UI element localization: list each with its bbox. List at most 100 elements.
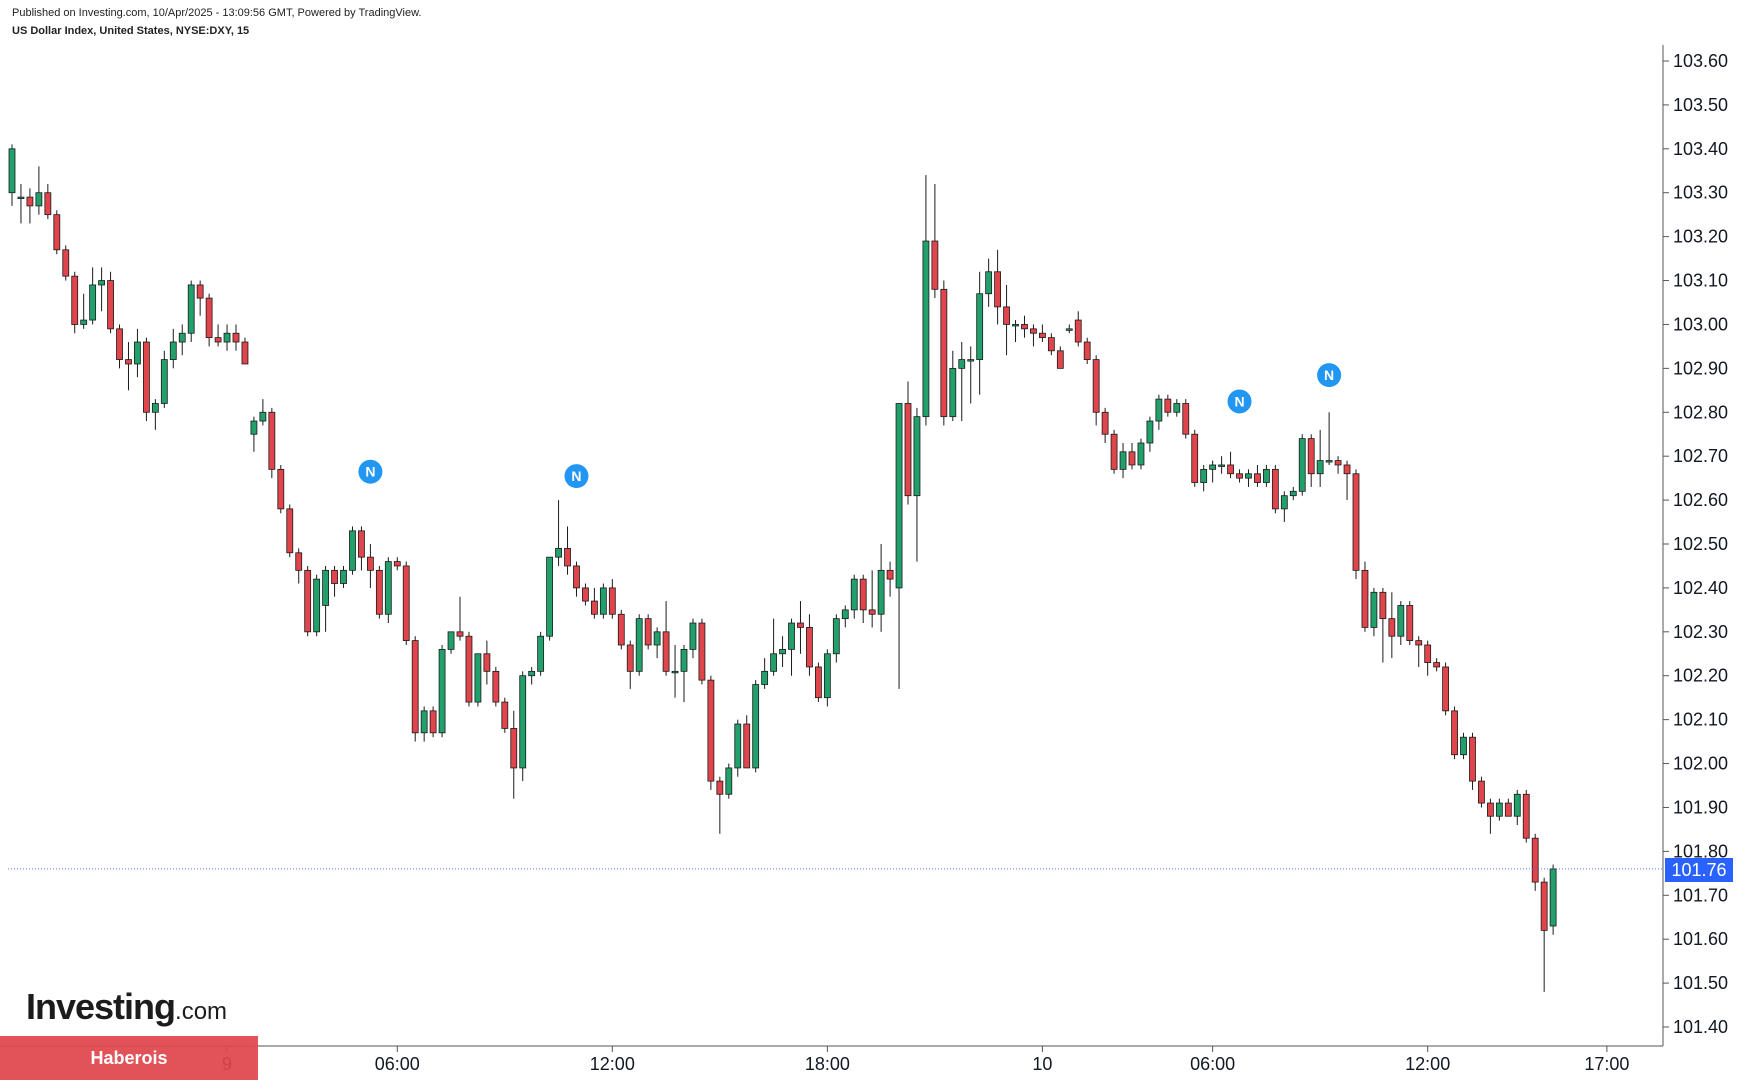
candle-body [1155, 398, 1163, 422]
candle [1504, 798, 1512, 817]
candle [17, 183, 25, 224]
news-marker[interactable]: N [564, 464, 589, 489]
candle [1316, 429, 1324, 487]
price-tick-label: 102.60 [1673, 490, 1728, 510]
candle [1334, 456, 1342, 474]
candle-body [35, 192, 43, 207]
candle [1030, 324, 1037, 347]
candle [286, 504, 294, 558]
candle [707, 675, 715, 790]
candle-body [1110, 433, 1118, 470]
candle-body [725, 767, 733, 795]
candle-body [1254, 473, 1261, 483]
candle [1522, 789, 1530, 843]
candle [832, 614, 840, 663]
candle-body [591, 600, 598, 615]
candle-body [125, 359, 132, 365]
candle [71, 271, 79, 334]
candle-body [599, 587, 607, 615]
candle-body [537, 635, 545, 672]
candle [815, 662, 822, 703]
candle-body [26, 196, 34, 207]
candle [985, 258, 993, 307]
candle [134, 328, 141, 378]
candle-body [384, 561, 392, 615]
candle-body [949, 367, 957, 418]
candle-body [1271, 468, 1279, 510]
candle-body [1003, 306, 1010, 325]
candle [1155, 394, 1163, 430]
candle [331, 565, 338, 597]
candle-body [877, 569, 885, 615]
candle-body [1469, 736, 1476, 782]
price-tick-label: 101.90 [1673, 797, 1728, 817]
candle [671, 644, 679, 698]
news-marker[interactable]: N [1227, 389, 1252, 414]
candle-body [1343, 464, 1351, 475]
investing-logo: Investing.com [26, 986, 227, 1028]
candle [904, 381, 912, 505]
candle-body [1137, 442, 1145, 466]
price-tick-label: 101.50 [1673, 973, 1728, 993]
candle-body [806, 627, 813, 668]
candle-body [797, 622, 804, 628]
candle [931, 183, 939, 299]
candles-layer [8, 144, 1557, 992]
candle [752, 680, 760, 773]
candle [1370, 587, 1378, 637]
candle-body [644, 618, 652, 646]
candle [1307, 434, 1315, 487]
candle [1065, 324, 1073, 334]
candle [1451, 706, 1458, 760]
candle [1397, 601, 1405, 645]
candle-body [1495, 802, 1503, 817]
candle [626, 640, 634, 689]
price-tick-label: 103.20 [1673, 227, 1728, 247]
candle [384, 557, 392, 624]
candle [411, 636, 419, 742]
price-tick-label: 101.80 [1673, 841, 1728, 861]
candle-body [8, 148, 16, 194]
candle [232, 324, 240, 351]
candle-body [1236, 473, 1243, 479]
candle-body [886, 569, 894, 580]
candle-body [259, 411, 267, 422]
candle [438, 644, 446, 738]
news-marker-circle[interactable] [358, 459, 383, 484]
news-marker-circle[interactable] [564, 464, 589, 489]
news-marker[interactable]: N [1317, 363, 1342, 388]
candle [241, 337, 249, 365]
news-marker-circle[interactable] [1227, 389, 1252, 414]
candle-body [1406, 605, 1414, 641]
candle-body [913, 416, 921, 497]
candle [850, 574, 858, 619]
candle [1271, 464, 1279, 514]
candle-body [761, 670, 769, 685]
candle [295, 548, 303, 584]
candle [886, 561, 894, 597]
news-marker-circle[interactable] [1317, 363, 1342, 388]
candle [653, 627, 661, 659]
candle [823, 649, 831, 707]
candle-body [53, 214, 61, 251]
candle [1513, 789, 1521, 826]
candle-body [1289, 490, 1297, 497]
candle-body [268, 411, 276, 470]
candle [895, 403, 903, 689]
candle [725, 763, 733, 799]
candle-body [1056, 350, 1064, 369]
candle-body [349, 530, 356, 571]
candle [1236, 469, 1243, 483]
news-marker[interactable]: N [358, 459, 383, 484]
candle-body [707, 679, 715, 782]
price-axis[interactable]: 103.60 103.50 103.40 103.30 103.20 103.10 103.… [1663, 51, 1728, 1037]
candle-body [1164, 398, 1172, 413]
candle-body [366, 556, 374, 571]
candle [1209, 460, 1217, 483]
candle [1200, 464, 1208, 492]
candle [510, 710, 518, 799]
candle [806, 614, 813, 676]
logo-main-text: Investing [26, 986, 176, 1027]
